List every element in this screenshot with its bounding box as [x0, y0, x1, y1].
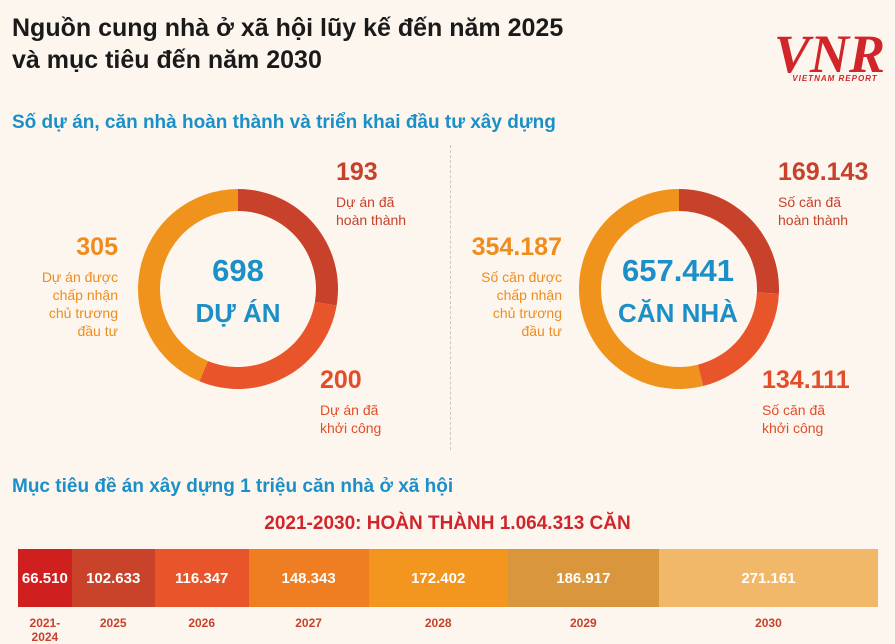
label-line: Số căn đã: [762, 402, 826, 418]
target-chart-title: 2021-2030: HOÀN THÀNH 1.064.313 CĂN: [264, 513, 631, 534]
label-line: đầu tư: [521, 323, 562, 339]
slice-label-completed: Dự án đã hoàn thành: [336, 193, 406, 229]
label-line: Dự án được: [41, 269, 118, 285]
title-line-2: và mục tiêu đến năm 2030: [12, 46, 322, 74]
label-line: đầu tư: [77, 323, 118, 339]
slice-label-approved: Dự án được chấp nhận chủ trương đầu tư: [10, 268, 118, 340]
year-label: 2025: [99, 616, 127, 630]
bar-value-label: 116.347: [174, 569, 229, 587]
label-line: chấp nhận: [52, 287, 118, 303]
year-label: 2028: [424, 616, 452, 630]
year-label: 2021-2024: [29, 616, 61, 644]
infographic-title: Nguồn cung nhà ở xã hội lũy kế đến năm 2…: [12, 12, 712, 76]
donut-center-label: CĂN NHÀ: [618, 298, 738, 328]
slice-label-approved: Số căn được chấp nhận chủ trương đầu tư: [452, 268, 562, 340]
slice-value-started: 134.111: [762, 366, 850, 394]
donut-center-value: 698: [212, 253, 264, 288]
donut-slice-completed: [679, 189, 779, 294]
label-line: Số căn được: [481, 269, 562, 285]
slice-value-started: 200: [320, 366, 362, 394]
label-line: Số căn đã: [778, 194, 842, 210]
bar-segment: 116.347: [154, 549, 249, 607]
bar-value-label: 66.510: [21, 569, 68, 587]
slice-value-approved: 305: [76, 233, 118, 261]
donut-center-value: 657.441: [621, 253, 735, 288]
bar-segment: 271.161: [658, 549, 878, 607]
bar-segment: 172.402: [368, 549, 508, 607]
year-label: 2030: [755, 616, 782, 630]
slice-value-completed: 193: [336, 158, 378, 186]
slice-value-approved: 354.187: [471, 233, 562, 261]
label-line: khởi công: [762, 420, 824, 436]
slice-label-completed: Số căn đã hoàn thành: [778, 193, 848, 229]
label-line: chủ trương: [492, 305, 562, 321]
slice-value-completed: 169.143: [778, 158, 869, 186]
bar-value-label: 186.917: [556, 569, 611, 587]
bar-value-label: 172.402: [411, 569, 466, 587]
label-line: Dự án đã: [336, 194, 395, 210]
donut-slice-approved: [578, 189, 704, 390]
title-line-1: Nguồn cung nhà ở xã hội lũy kế đến năm 2…: [12, 14, 564, 42]
slice-label-started: Số căn đã khởi công: [762, 401, 825, 437]
divider: [450, 145, 451, 450]
donut-slice-completed: [238, 189, 338, 306]
bar-segment: 66.510: [18, 549, 72, 607]
label-line: hoàn thành: [778, 212, 849, 228]
bar-segment: 148.343: [248, 549, 369, 607]
bar-segment: 102.633: [71, 549, 155, 607]
bar-value-label: 271.161: [741, 569, 796, 587]
label-line: chủ trương: [48, 305, 118, 321]
donut-slice-approved: [138, 189, 238, 382]
logo-text: VNR: [774, 24, 885, 84]
vnr-logo: VNR: [774, 24, 885, 84]
label-line: chấp nhận: [496, 287, 562, 303]
year-label: 2026: [188, 616, 216, 630]
stacked-bar-chart: 66.510 102.633 116.347 148.343 172.402 186.91…: [18, 549, 878, 607]
donut-slice-started: [697, 292, 779, 387]
bar-value-label: 102.633: [86, 569, 141, 587]
label-line: khởi công: [320, 420, 382, 436]
slice-label-started: Dự án đã khởi công: [320, 401, 381, 437]
logo-subtitle: VIETNAM REPORT: [792, 74, 878, 83]
year-label: 2029: [570, 616, 597, 630]
donut-center-label: DỰ ÁN: [195, 298, 281, 328]
year-label: 2027: [295, 616, 322, 630]
section-title-target: Mục tiêu đề án xây dựng 1 triệu căn nhà …: [12, 476, 454, 497]
bar-segment: 186.917: [507, 549, 659, 607]
label-line: Dự án đã: [320, 402, 379, 418]
section-title-projects: Số dự án, căn nhà hoàn thành và triển kh…: [12, 112, 556, 133]
bar-value-label: 148.343: [281, 569, 336, 587]
label-line: hoàn thành: [336, 212, 407, 228]
donut-slice-started: [199, 301, 337, 389]
